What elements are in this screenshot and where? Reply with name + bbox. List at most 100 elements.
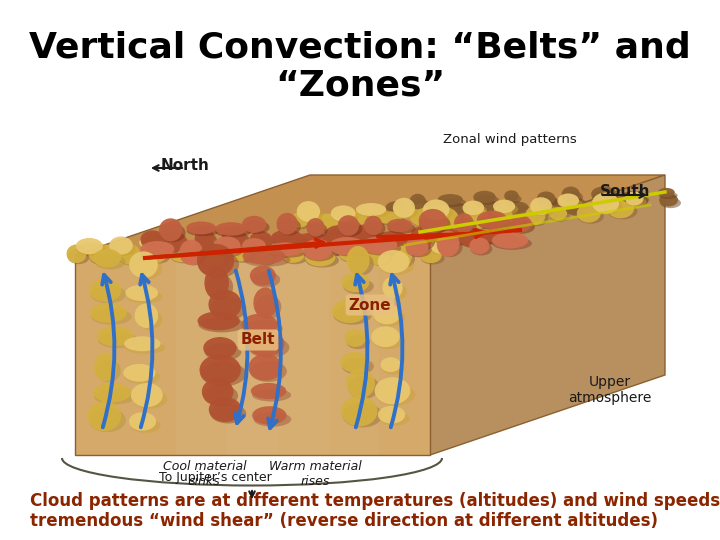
- Ellipse shape: [374, 377, 410, 404]
- Ellipse shape: [365, 221, 385, 237]
- Polygon shape: [430, 175, 665, 455]
- Ellipse shape: [367, 247, 393, 266]
- Ellipse shape: [356, 207, 390, 218]
- Ellipse shape: [199, 354, 241, 386]
- Ellipse shape: [485, 234, 518, 245]
- Ellipse shape: [198, 251, 239, 278]
- Ellipse shape: [431, 238, 457, 254]
- Ellipse shape: [430, 232, 464, 244]
- Ellipse shape: [382, 276, 402, 299]
- Ellipse shape: [462, 200, 484, 215]
- Ellipse shape: [626, 196, 647, 207]
- Ellipse shape: [129, 412, 156, 431]
- Ellipse shape: [657, 188, 675, 197]
- Ellipse shape: [338, 220, 362, 237]
- Ellipse shape: [290, 241, 310, 253]
- Ellipse shape: [210, 297, 246, 320]
- Ellipse shape: [203, 242, 220, 256]
- Ellipse shape: [169, 244, 194, 262]
- Ellipse shape: [76, 238, 103, 254]
- Text: Upper
atmosphere: Upper atmosphere: [568, 375, 652, 405]
- Ellipse shape: [277, 218, 301, 235]
- Ellipse shape: [377, 235, 412, 247]
- Ellipse shape: [387, 205, 412, 216]
- Ellipse shape: [89, 249, 123, 266]
- Ellipse shape: [531, 202, 555, 216]
- Text: North: North: [161, 158, 210, 172]
- Ellipse shape: [608, 204, 637, 219]
- Text: Cool material
sinks: Cool material sinks: [163, 460, 247, 488]
- Ellipse shape: [494, 204, 518, 215]
- Ellipse shape: [294, 233, 330, 247]
- Ellipse shape: [179, 240, 203, 265]
- Ellipse shape: [341, 217, 371, 227]
- Ellipse shape: [341, 396, 377, 427]
- Ellipse shape: [346, 335, 370, 349]
- Ellipse shape: [408, 244, 427, 254]
- Ellipse shape: [140, 241, 174, 256]
- Text: “Zones”: “Zones”: [275, 68, 445, 102]
- Ellipse shape: [344, 329, 366, 347]
- Ellipse shape: [324, 225, 351, 246]
- Ellipse shape: [346, 369, 375, 398]
- Ellipse shape: [437, 231, 459, 256]
- Text: Zonal wind patterns: Zonal wind patterns: [443, 133, 577, 146]
- Ellipse shape: [446, 207, 472, 218]
- Ellipse shape: [243, 220, 269, 234]
- Ellipse shape: [379, 411, 410, 426]
- Ellipse shape: [558, 198, 582, 210]
- Ellipse shape: [253, 412, 291, 427]
- Ellipse shape: [410, 204, 430, 225]
- Ellipse shape: [231, 239, 250, 253]
- Ellipse shape: [307, 218, 325, 237]
- Ellipse shape: [312, 234, 338, 255]
- Ellipse shape: [243, 320, 283, 337]
- Ellipse shape: [125, 342, 166, 354]
- Ellipse shape: [89, 279, 122, 301]
- Ellipse shape: [247, 330, 284, 356]
- Ellipse shape: [168, 235, 184, 255]
- Ellipse shape: [203, 385, 238, 407]
- Ellipse shape: [199, 247, 226, 267]
- Ellipse shape: [230, 234, 247, 252]
- Ellipse shape: [410, 209, 433, 226]
- Ellipse shape: [135, 303, 158, 328]
- Ellipse shape: [557, 193, 579, 208]
- Ellipse shape: [374, 211, 402, 224]
- Ellipse shape: [250, 266, 276, 286]
- Ellipse shape: [200, 361, 246, 387]
- Ellipse shape: [454, 213, 474, 234]
- Ellipse shape: [203, 337, 237, 359]
- Ellipse shape: [410, 232, 435, 251]
- Ellipse shape: [292, 246, 313, 254]
- Ellipse shape: [405, 237, 428, 256]
- Ellipse shape: [256, 247, 274, 265]
- Ellipse shape: [563, 191, 583, 204]
- Ellipse shape: [394, 245, 412, 267]
- Ellipse shape: [87, 401, 121, 431]
- Ellipse shape: [420, 247, 441, 263]
- Ellipse shape: [629, 192, 645, 205]
- Ellipse shape: [222, 227, 246, 247]
- Ellipse shape: [215, 222, 248, 235]
- Ellipse shape: [421, 252, 445, 265]
- Ellipse shape: [537, 198, 562, 210]
- Ellipse shape: [407, 240, 424, 252]
- Ellipse shape: [255, 239, 277, 254]
- Ellipse shape: [659, 192, 678, 199]
- Ellipse shape: [425, 207, 459, 229]
- Ellipse shape: [197, 244, 234, 277]
- Ellipse shape: [373, 333, 404, 349]
- Ellipse shape: [429, 227, 460, 242]
- Ellipse shape: [204, 266, 229, 300]
- Ellipse shape: [378, 250, 410, 273]
- Ellipse shape: [345, 231, 384, 247]
- Ellipse shape: [503, 205, 532, 214]
- Ellipse shape: [242, 314, 278, 335]
- Ellipse shape: [341, 273, 369, 292]
- Ellipse shape: [141, 246, 178, 258]
- Ellipse shape: [379, 256, 414, 275]
- Ellipse shape: [410, 226, 432, 250]
- Ellipse shape: [343, 279, 374, 294]
- Ellipse shape: [98, 332, 138, 348]
